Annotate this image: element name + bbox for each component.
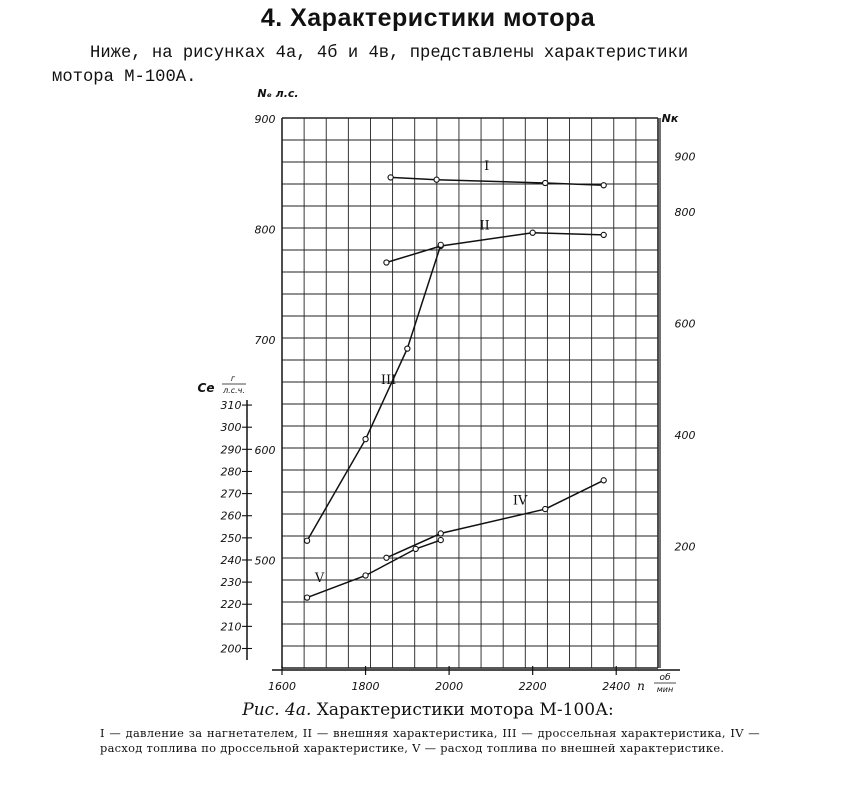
figure-caption-title: Рис. 4а. Характеристики мотора М-100А: [0, 700, 856, 720]
intro-line-1: Ниже, на рисунках 4а, 4б и 4в, представл… [90, 44, 689, 63]
data-point-II [529, 229, 536, 236]
y-left-power-axis-label: Nₑ л.с. [257, 87, 298, 100]
data-point-I [600, 182, 607, 189]
intro-line-2: мотора М-100А. [52, 68, 197, 87]
series-label-IV: IV [513, 494, 528, 509]
x-axis-unit-bottom: мин [657, 685, 673, 694]
data-point-II [600, 231, 607, 239]
data-point-III [362, 436, 369, 443]
chart-series [303, 174, 607, 601]
y-right-tick-label: 900 [675, 150, 696, 163]
x-tick-label: 1800 [352, 680, 380, 693]
series-line-V [306, 539, 442, 599]
chart-axes: 1600 1800 2000 2200 2400 n об мин 500 600 700 800 90… [198, 87, 696, 694]
data-point-V [362, 572, 369, 579]
y-ce-axis-unit-bottom: л.с.ч. [222, 386, 245, 395]
y-ce-tick-label: 290 [221, 443, 242, 456]
data-point-V [412, 545, 419, 553]
y-ce-tick-label: 240 [221, 554, 242, 567]
series-line-II [386, 231, 604, 264]
x-tick-label: 2400 [602, 680, 630, 693]
y-ce-tick-label: 220 [221, 598, 242, 611]
y-ce-tick-label: 210 [221, 620, 242, 633]
y-ce-tick-label: 270 [221, 488, 242, 501]
series-label-II: II [479, 218, 489, 233]
series-label-III: III [381, 373, 396, 388]
y-right-tick-label: 200 [675, 541, 696, 554]
y-right-axis-label: Nк [662, 112, 679, 125]
data-point-II [383, 259, 390, 266]
series-line-IV [386, 479, 605, 559]
data-point-I [387, 174, 394, 181]
y-ce-tick-label: 310 [221, 399, 242, 412]
data-point-I [433, 176, 440, 183]
data-point-V [303, 594, 311, 601]
figure-caption-text: I — давление за нагнетателем, II — внешн… [100, 726, 760, 755]
y-ce-axis-unit-top: г [231, 374, 236, 383]
x-tick-label: 2000 [435, 680, 463, 693]
y-ce-tick-label: 250 [221, 532, 242, 545]
series-line-I [390, 176, 604, 186]
data-point-IV [437, 530, 444, 537]
y-left-power-tick-label: 600 [255, 444, 276, 457]
y-ce-tick-label: 300 [221, 421, 242, 434]
y-ce-tick-label: 200 [221, 643, 242, 656]
x-axis-label: n [637, 679, 645, 693]
intro-paragraph: Ниже, на рисунках 4а, 4б и 4в, представл… [52, 42, 842, 90]
data-point-V [437, 536, 444, 544]
section-heading: 4. Характеристики мотора [260, 4, 596, 32]
series-label-V: V [314, 571, 325, 586]
data-point-IV [383, 554, 390, 561]
y-ce-axis-label: Ce [198, 381, 215, 395]
y-left-power-tick-label: 700 [255, 334, 276, 347]
y-left-power-tick-label: 800 [255, 223, 276, 236]
figure-title: Характеристики мотора М-100А: [316, 700, 614, 720]
x-tick-label: 1600 [268, 680, 296, 693]
y-left-power-tick-label: 900 [255, 113, 276, 126]
y-right-tick-label: 600 [675, 318, 696, 331]
x-axis-unit-top: об [659, 673, 671, 683]
series-line-III [306, 244, 442, 542]
figure-label: Рис. 4а. [242, 700, 312, 720]
data-point-IV [600, 477, 607, 484]
chart-grid [281, 117, 659, 669]
data-point-III [303, 537, 311, 544]
series-label-I: I [484, 159, 489, 174]
data-point-III [437, 241, 444, 249]
x-tick-label: 2200 [519, 680, 547, 693]
y-left-power-tick-label: 500 [255, 555, 276, 568]
data-point-I [542, 179, 549, 187]
data-point-IV [542, 505, 549, 513]
data-point-III [404, 345, 411, 352]
y-ce-tick-label: 230 [221, 576, 242, 589]
y-right-tick-label: 400 [675, 429, 696, 442]
y-ce-tick-label: 280 [221, 465, 242, 478]
y-ce-tick-label: 260 [221, 510, 242, 523]
y-right-tick-label: 800 [675, 206, 696, 219]
